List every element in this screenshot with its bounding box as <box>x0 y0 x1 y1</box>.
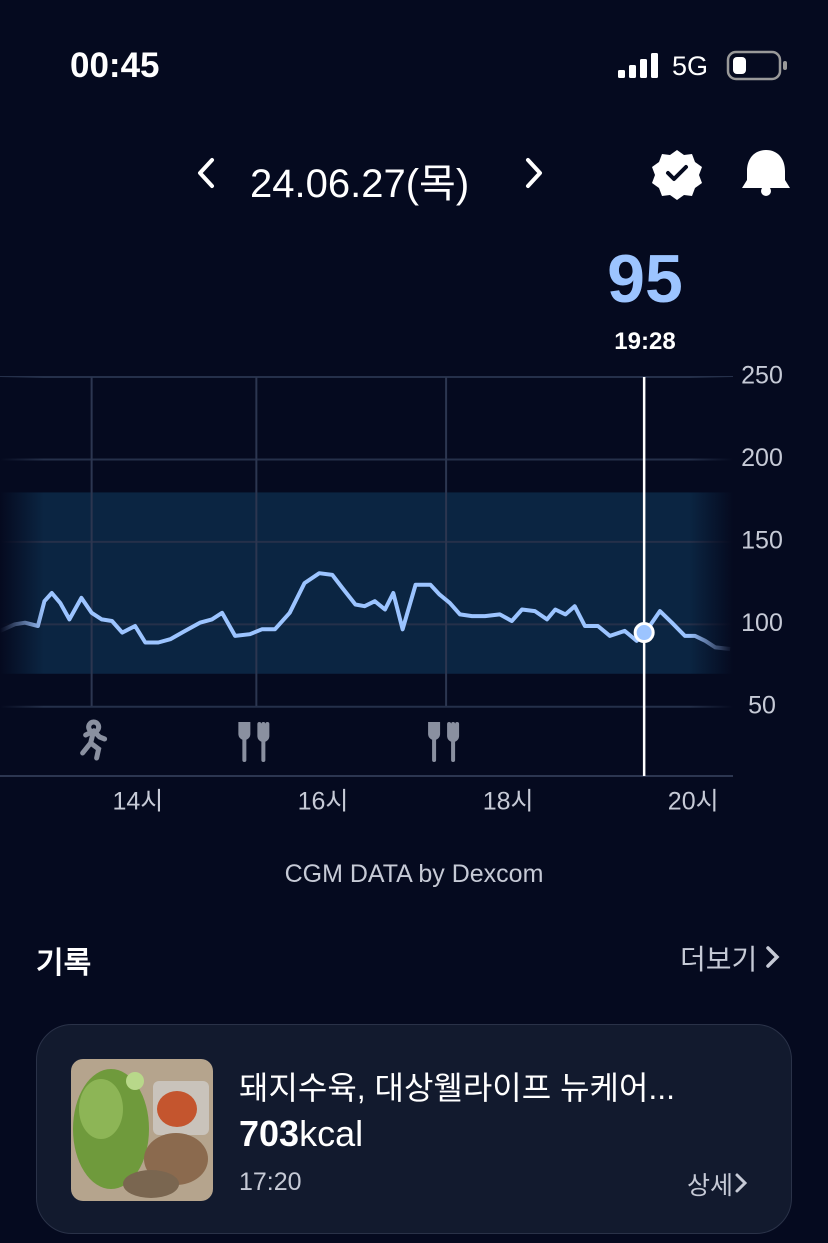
current-time: 19:28 <box>614 328 676 355</box>
record-calories-line: 703kcal <box>239 1113 363 1155</box>
records-title: 기록 <box>36 947 92 980</box>
chevron <box>766 946 780 968</box>
record-time: 17:20 <box>239 1168 302 1196</box>
next-day-button[interactable] <box>526 158 542 188</box>
x-tick-label: 16시 <box>298 788 349 816</box>
network-type: 5G <box>672 51 709 81</box>
x-tick-label: 14시 <box>112 788 163 816</box>
record-calories-unit: kcal <box>299 1113 364 1154</box>
detail-link[interactable]: 상세 <box>687 1166 749 1202</box>
x-tick-label: 18시 <box>483 788 534 816</box>
more-link[interactable]: 더보기 <box>680 938 781 978</box>
record-name: 돼지수육, 대상웰라이프 뉴케어... <box>239 1070 676 1106</box>
data-source: CGM DATA by Dexcom <box>284 860 544 888</box>
x-tick-label: 20시 <box>668 788 719 816</box>
record-calories: 703 <box>239 1113 300 1154</box>
record-card[interactable]: 돼지수육, 대상웰라이프 뉴케어... 703kcal 17:20 상세 <box>36 1024 792 1234</box>
signal-icon <box>618 53 658 78</box>
y-tick-label: 50 <box>748 691 776 719</box>
cursor-point <box>633 622 655 644</box>
detail-text: 상세 <box>687 1172 734 1200</box>
food-image <box>71 1059 213 1201</box>
notification-button[interactable] <box>742 150 790 196</box>
status-time: 00:45 <box>70 46 160 85</box>
prev-day-button[interactable] <box>198 158 214 188</box>
battery-icon <box>726 50 787 81</box>
date-label[interactable]: 24.06.27(목) <box>250 162 470 206</box>
y-tick-label: 150 <box>741 526 783 554</box>
verified-button[interactable] <box>652 150 702 200</box>
chevron <box>735 1173 748 1193</box>
y-tick-label: 100 <box>741 609 783 637</box>
y-tick-label: 250 <box>741 362 783 390</box>
current-glucose: 95 <box>607 241 683 317</box>
more-text: 더보기 <box>680 944 758 975</box>
edge-fade <box>0 377 733 774</box>
y-tick-label: 200 <box>741 444 783 472</box>
